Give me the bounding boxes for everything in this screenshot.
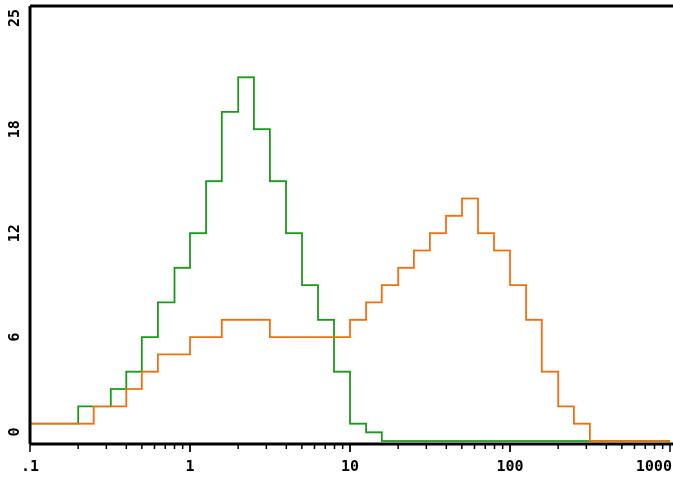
x-tick-label: 100 (496, 457, 523, 475)
series-layer (30, 76, 670, 442)
y-tick-label: 25 (5, 9, 23, 27)
x-tick-labels: .1 1 10 100 1000 (21, 457, 672, 475)
series-line-2 (30, 197, 670, 442)
x-tick-label: 1000 (636, 457, 672, 475)
x-ticks (29, 444, 671, 452)
x-tick-label: 10 (341, 457, 359, 475)
y-tick-labels: 0 6 12 18 25 (5, 9, 23, 437)
y-tick-label: 18 (5, 120, 23, 138)
series-line-1 (30, 76, 670, 442)
x-tick-label: .1 (21, 457, 39, 475)
y-tick-label: 12 (5, 224, 23, 242)
y-tick-label: 6 (5, 333, 23, 342)
y-tick-label: 0 (5, 427, 23, 436)
x-tick-label: 1 (185, 457, 194, 475)
